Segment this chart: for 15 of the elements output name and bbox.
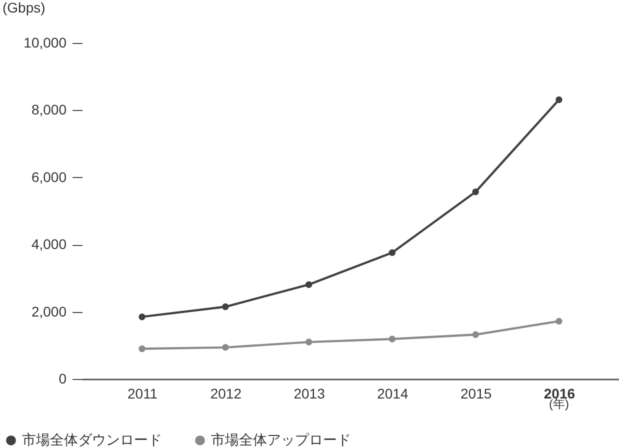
y-tick-label: 2,000 — [31, 303, 67, 320]
y-tick-label: 10,000 — [24, 34, 67, 50]
y-tick-label: 0 — [58, 370, 67, 386]
x-tick-label: 2013 — [294, 386, 326, 402]
legend-label: 市場全体ダウンロード — [22, 431, 162, 447]
y-tick-label: 6,000 — [31, 168, 67, 185]
y-axis-title: (Gbps) — [2, 0, 46, 16]
x-tick-label: 2012 — [210, 386, 242, 402]
x-tick-label: 2015 — [460, 386, 492, 402]
x-tick-label: 2014 — [377, 386, 408, 402]
x-tick-label: 2011 — [127, 386, 158, 402]
x-axis-title: (年) — [548, 397, 569, 411]
legend-label: 市場全体アップロード — [211, 431, 351, 447]
y-tick-label: 4,000 — [31, 236, 67, 252]
y-tick-label: 8,000 — [31, 102, 67, 118]
